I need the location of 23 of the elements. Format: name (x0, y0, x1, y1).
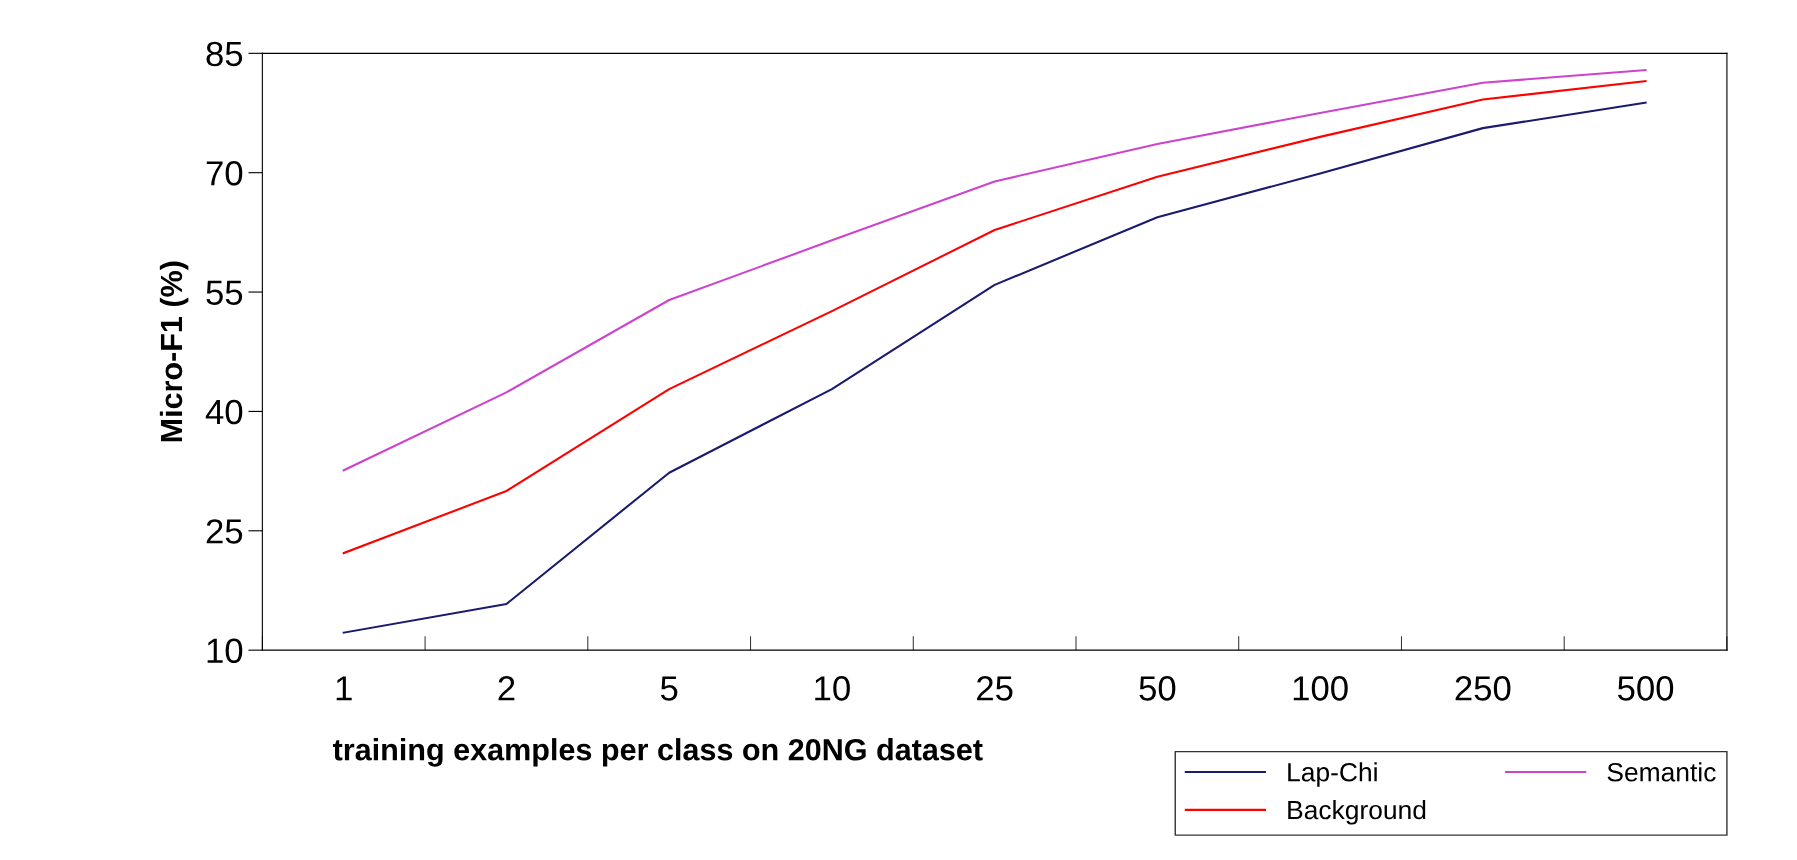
x-tick-label: 50 (1139, 676, 1176, 701)
line-series (342, 101, 1647, 634)
x-axis-title: training examples per class on 20NG dataset (332, 738, 983, 767)
x-tick-label: 1 (336, 676, 352, 701)
x-tick-label: 500 (1617, 676, 1674, 701)
line-series (342, 68, 1647, 472)
y-tick-label: 55 (206, 280, 243, 305)
x-tick-label: 2 (498, 676, 515, 701)
y-tick-label: 70 (206, 161, 243, 186)
y-tick-label: 85 (206, 41, 243, 67)
y-axis-title: Micro-F1 (%) (159, 261, 189, 442)
y-tick-label: 25 (206, 519, 243, 544)
line-series (342, 80, 1647, 555)
legend-label: Semantic (1607, 762, 1716, 782)
legend-label: Lap-Chi (1288, 762, 1377, 787)
legend-label: Background (1288, 799, 1426, 825)
y-tick-label: 40 (205, 399, 243, 425)
x-tick-label: 10 (815, 676, 850, 701)
x-tick-label: 250 (1455, 676, 1511, 701)
x-tick-label: 100 (1293, 676, 1348, 701)
x-tick-label: 25 (977, 676, 1013, 701)
y-tick-label: 10 (207, 638, 243, 664)
x-tick-label: 5 (660, 676, 678, 701)
